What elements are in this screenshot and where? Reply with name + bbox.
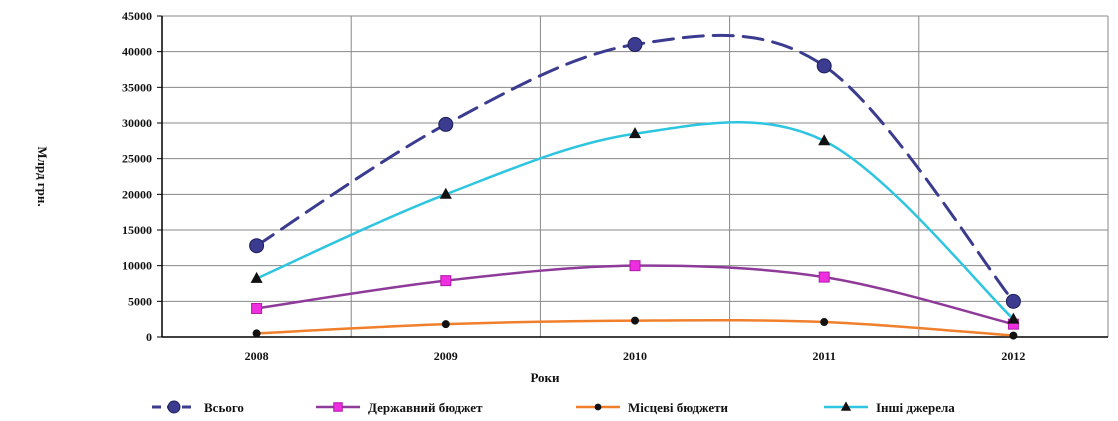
series-point (1009, 331, 1018, 340)
series-point (816, 58, 832, 74)
x-tick-label: 2008 (245, 349, 269, 363)
legend-marker (594, 403, 602, 411)
legend-marker (167, 400, 181, 414)
series-line (255, 120, 1015, 321)
y-tick-label: 15000 (122, 223, 152, 237)
series-point (249, 238, 265, 254)
series-point (818, 271, 830, 283)
y-tick-label: 40000 (122, 45, 152, 59)
series-lines (255, 33, 1015, 337)
series-markers (249, 37, 1021, 340)
series-point (438, 116, 454, 132)
series-point (628, 127, 642, 139)
y-tick-label: 5000 (128, 294, 152, 308)
legend-marker (333, 402, 343, 412)
legend-label: Всього (204, 400, 244, 415)
series-point (439, 187, 452, 199)
y-tick-label: 30000 (122, 116, 152, 130)
y-tick-label: 10000 (122, 259, 152, 273)
series-point (629, 260, 641, 272)
series-point (818, 134, 831, 146)
y-tick-label: 35000 (122, 80, 152, 94)
series-point (820, 318, 829, 327)
y-axis-label: Млрд грн. (35, 146, 50, 206)
series-line (255, 264, 1015, 326)
series-point (441, 320, 450, 329)
series-point (1005, 293, 1021, 309)
y-tick-label: 25000 (122, 152, 152, 166)
x-axis-label: Роки (530, 370, 560, 385)
series-point (631, 316, 639, 325)
x-tick-label: 2009 (434, 349, 458, 363)
y-tick-label: 20000 (122, 187, 152, 201)
legend: Всього Державний бюджет Місцеві бюджети Інш… (152, 400, 955, 415)
legend-label: Місцеві бюджети (628, 400, 728, 415)
legend-marker (840, 401, 852, 411)
x-tick-label: 2011 (813, 349, 836, 363)
y-tick-label: 45000 (122, 9, 152, 23)
y-tick-labels: 0 5000 10000 15000 20000 25000 30000 35000 40000… (122, 9, 152, 344)
series-point (251, 302, 263, 314)
x-tick-labels: 2008 2009 2010 2011 2012 (245, 349, 1026, 363)
legend-label: Інші джерела (876, 400, 955, 415)
series-point (252, 329, 261, 338)
y-tick-label: 0 (146, 330, 152, 344)
x-tick-label: 2012 (1001, 349, 1025, 363)
x-tick-label: 2010 (623, 349, 647, 363)
legend-label: Державний бюджет (368, 400, 483, 415)
grid-lines (161, 15, 1109, 338)
series-point (440, 275, 452, 287)
axes (157, 15, 1108, 338)
series-point (250, 271, 263, 283)
series-point (627, 37, 643, 53)
series-point (1007, 312, 1020, 324)
